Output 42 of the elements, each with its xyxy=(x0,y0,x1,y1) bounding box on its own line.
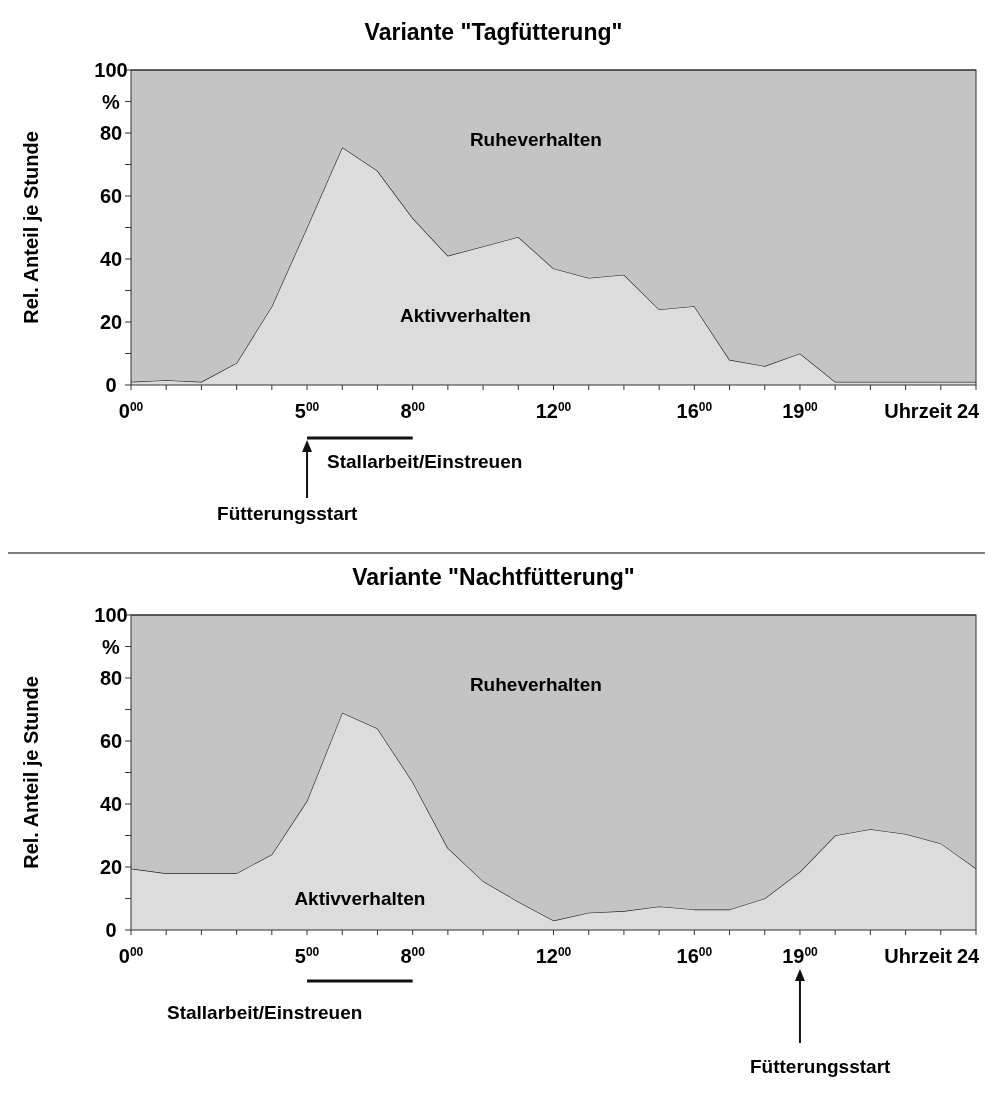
series-label: Ruheverhalten xyxy=(469,128,602,150)
y-tick-label: % xyxy=(102,90,121,113)
x-tick-label: 8$^{00}$ xyxy=(400,400,426,422)
y-tick-label: 80 xyxy=(99,667,123,689)
x-axis-title: Uhrzeit xyxy=(884,400,953,422)
chart-title: Variante "Nachtfütterung" xyxy=(352,564,635,590)
y-axis-title: Rel. Anteil je Stunde xyxy=(20,676,42,869)
y-tick-label: 20 xyxy=(99,311,123,333)
y-tick-label: % xyxy=(102,635,121,658)
series-label: Aktivverhalten xyxy=(294,887,426,909)
x-tick-label: 24 xyxy=(956,400,980,422)
x-tick-label: 12$^{00}$ xyxy=(535,400,572,422)
x-tick-label: 8$^{00}$ xyxy=(400,945,426,967)
text: Fütterungsstart xyxy=(749,1056,892,1077)
y-axis-title: Rel. Anteil je Stunde xyxy=(20,131,42,324)
x-tick-label: 24 xyxy=(956,945,980,967)
y-tick-label: 80 xyxy=(99,122,123,144)
text: Stallarbeit/Einstreuen xyxy=(327,451,523,472)
chart-title: Variante "Tagfütterung" xyxy=(364,19,623,45)
y-tick-label: 100 xyxy=(94,604,128,626)
x-tick-label: 5$^{00}$ xyxy=(294,400,320,422)
x-tick-label: 0$^{00}$ xyxy=(118,400,144,422)
x-axis-title: Uhrzeit xyxy=(884,945,953,967)
text: Fütterungsstart xyxy=(217,503,359,524)
text: Stallarbeit/Einstreuen xyxy=(166,1002,363,1023)
x-tick-label: 16$^{00}$ xyxy=(676,400,713,422)
series-label: Aktivverhalten xyxy=(400,305,531,326)
x-tick-label: 19$^{00}$ xyxy=(782,945,819,967)
x-tick-label: 12$^{00}$ xyxy=(535,945,572,967)
y-tick-label: 40 xyxy=(99,793,123,815)
y-tick-label: 60 xyxy=(99,185,123,207)
y-tick-label: 40 xyxy=(99,248,123,270)
y-tick-label: 20 xyxy=(99,856,123,878)
series-label: Ruheverhalten xyxy=(469,673,602,695)
y-tick-label: 0 xyxy=(105,919,117,941)
x-tick-label: 5$^{00}$ xyxy=(294,945,320,967)
y-tick-label: 0 xyxy=(105,374,117,396)
y-tick-label: 100 xyxy=(94,59,128,81)
x-tick-label: 19$^{00}$ xyxy=(782,400,819,422)
y-tick-label: 60 xyxy=(99,730,123,752)
x-tick-label: 16$^{00}$ xyxy=(676,945,713,967)
x-tick-label: 0$^{00}$ xyxy=(118,945,144,967)
